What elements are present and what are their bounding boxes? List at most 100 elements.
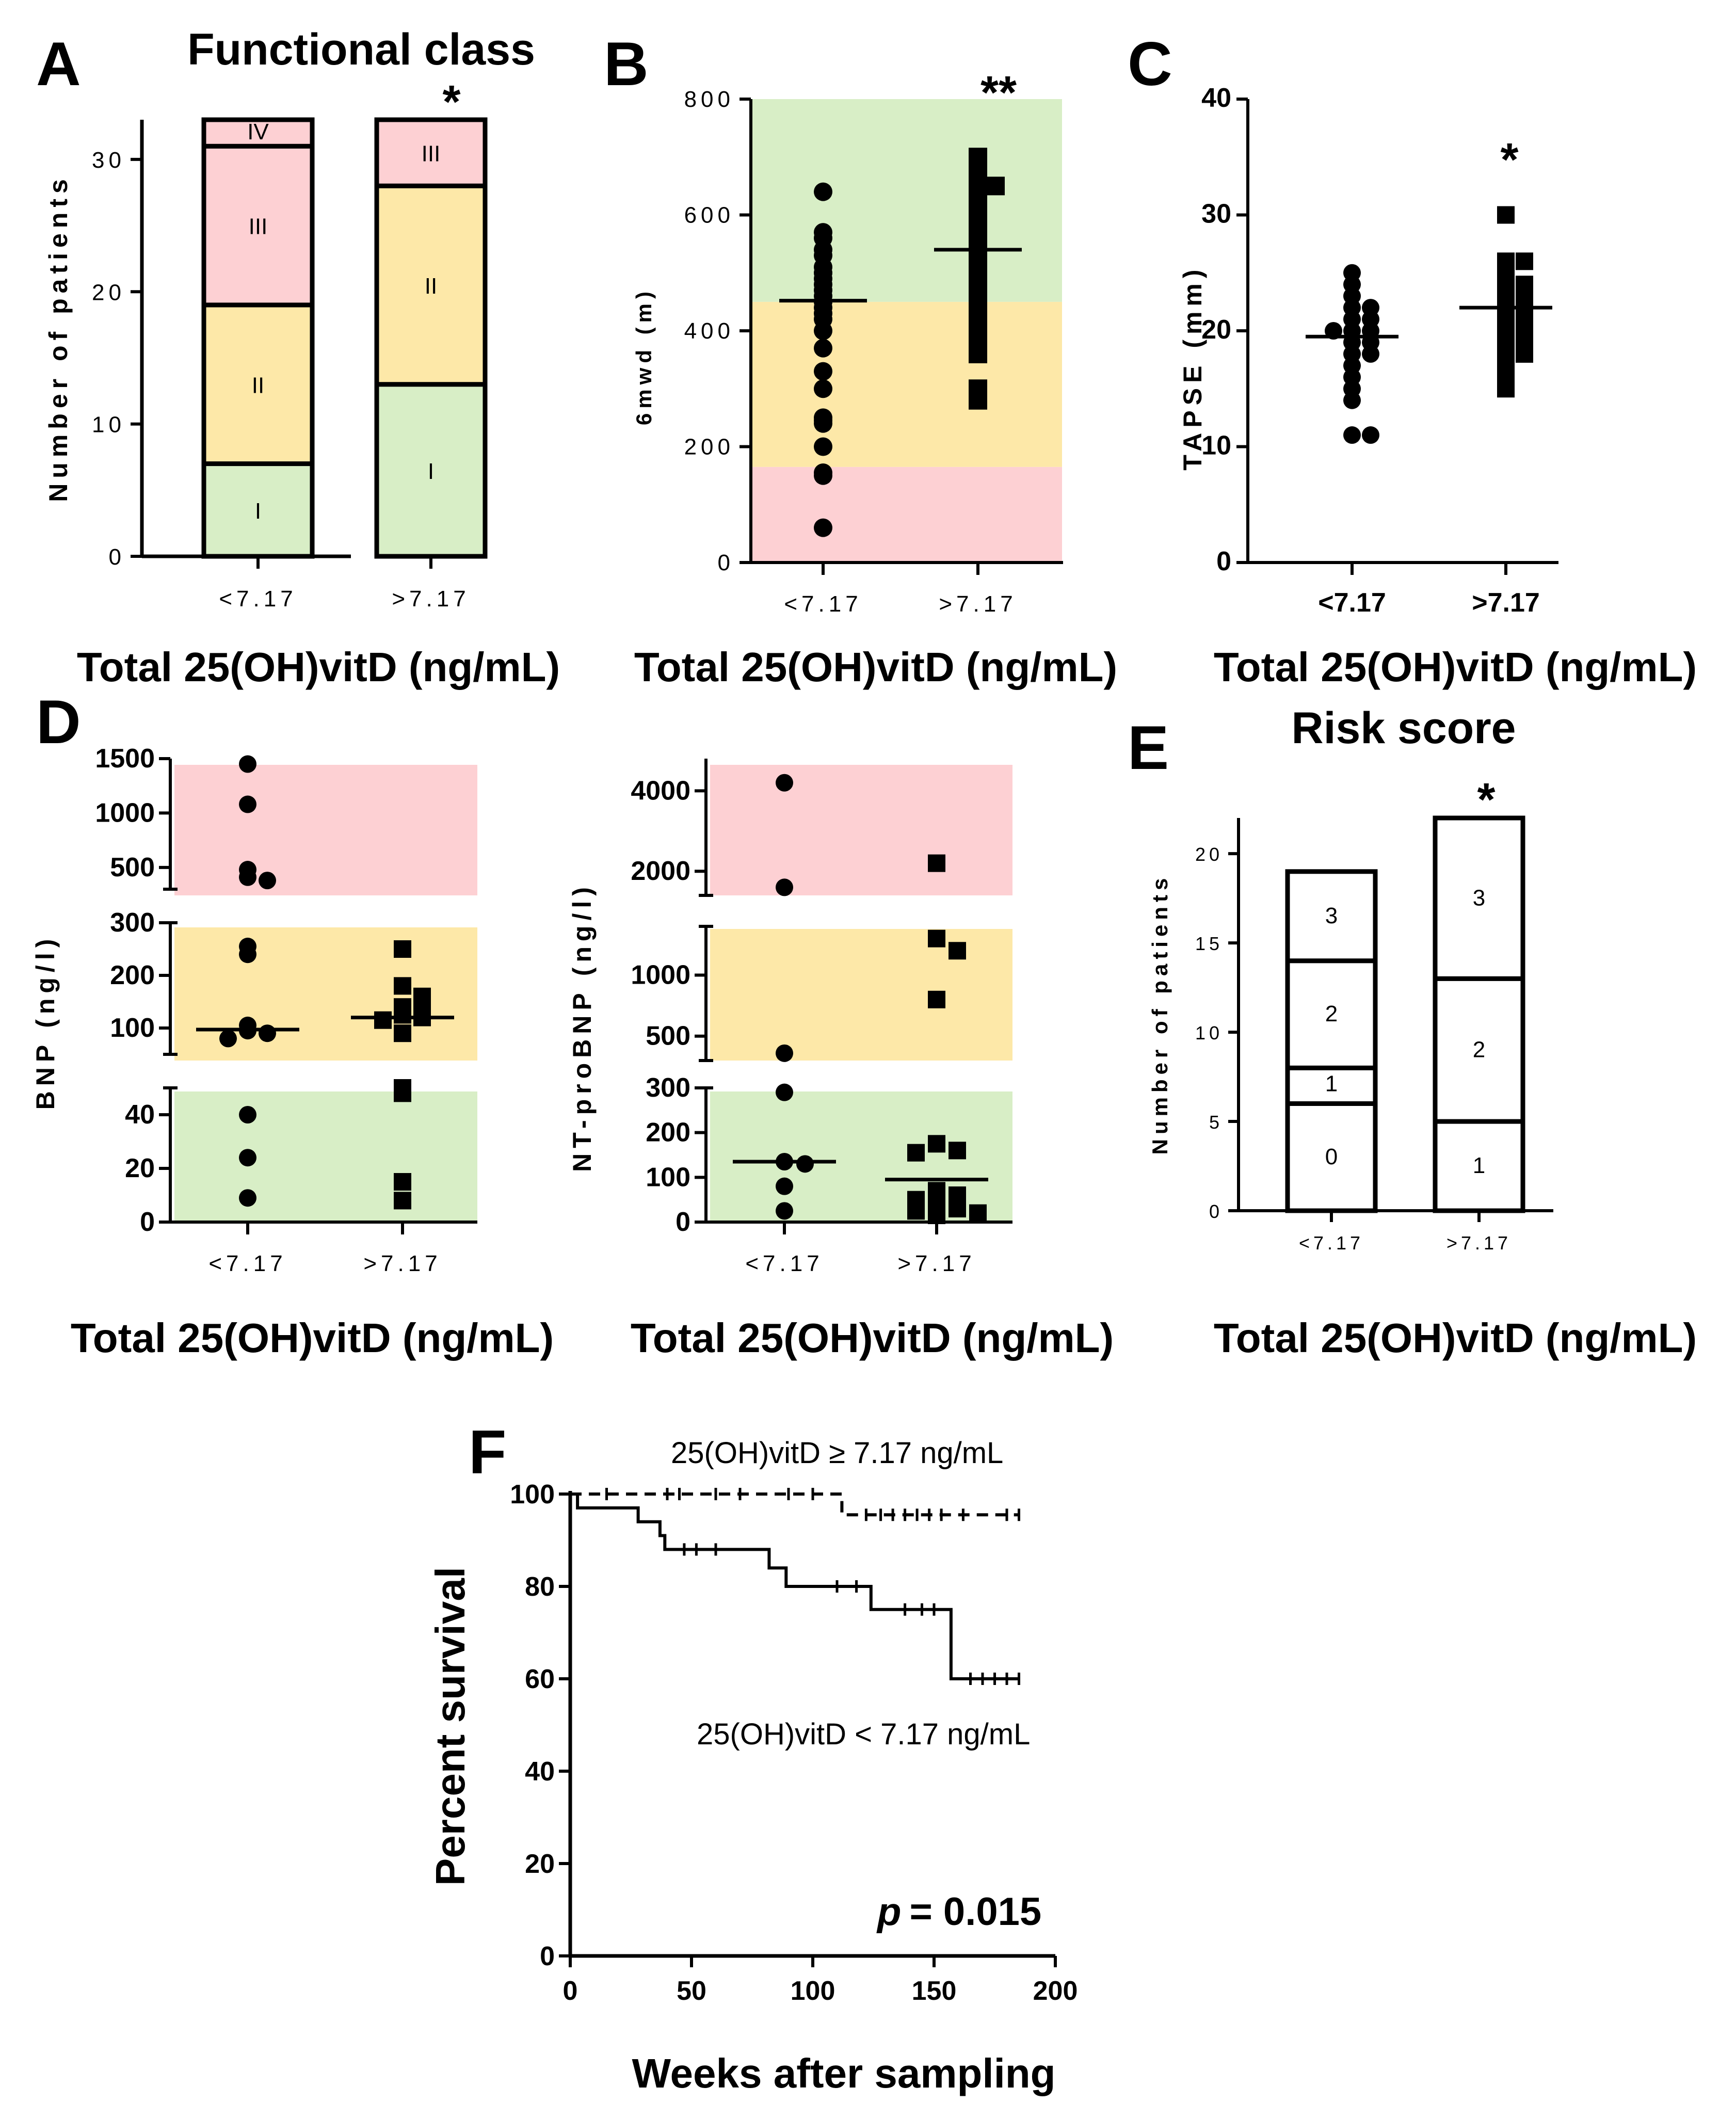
x-caption-1: Total 25(OH)vitD (ng/mL): [634, 644, 1117, 690]
panel-e-segment-label: 1: [1325, 1071, 1338, 1097]
panel-b-data-point: [814, 518, 832, 537]
panel-f-xlabel: Weeks after sampling: [632, 2050, 1055, 2096]
panel-c-data-point: [1497, 380, 1515, 398]
panel-d-ntprobnp-data-point: [928, 929, 945, 948]
x-caption-4: Total 25(OH)vitD (ng/mL): [631, 1315, 1114, 1361]
panel-c-ytick-label: 40: [1201, 83, 1231, 113]
panel-d-ntprobnp-ytick-label: 4000: [631, 776, 690, 806]
panel-d-ntprobnp-ytick-label: 200: [646, 1118, 690, 1148]
panel-b-xtick-label: <7.17: [784, 591, 862, 617]
panel-f-p-value: p = 0.015: [876, 1890, 1041, 1934]
panel-d-ntprobnp-ytick-label: 2000: [631, 856, 690, 886]
panel-e-ytick-label: 20: [1195, 844, 1223, 865]
panel-d-bnp-ytick-label: 500: [110, 853, 155, 882]
panel-d-bnp-data-point: [239, 755, 256, 773]
panel-d-bnp-data-point: [259, 1024, 276, 1042]
panel-f-xtick-label: 150: [912, 1976, 957, 2006]
panel-d-bnp-data-point: [394, 1192, 411, 1210]
panel-d-ntprobnp-data-point: [928, 854, 945, 872]
panel-d-bnp-data-point: [394, 977, 411, 995]
panel-c-significance: *: [1500, 134, 1518, 186]
panel-e-significance: *: [1477, 774, 1495, 826]
panel-d-ntprobnp-ytick-label: 0: [676, 1207, 690, 1237]
panel-d-ntprobnp-xtick-label: <7.17: [745, 1251, 823, 1276]
panel-a-ytick-label: 0: [109, 544, 125, 570]
panel-c-ytick-label: 10: [1201, 431, 1231, 461]
panel-d-ntprobnp-ytick-label: 300: [646, 1073, 690, 1103]
panel-c-data-point: [1516, 345, 1533, 363]
panel-f-xtick-label: 200: [1033, 1976, 1078, 2006]
panel-e-segment-label: 3: [1473, 885, 1485, 910]
panel-d-ntprobnp-ylabel: NT-proBNP (ng/l): [568, 882, 597, 1172]
panel-e-bar-segment: [1285, 1101, 1378, 1213]
panel-d-ntprobnp-ytick-label: 500: [646, 1021, 690, 1051]
panel-d-bnp-band-red: [174, 765, 477, 895]
panel-f-ytick-label: 60: [525, 1664, 555, 1694]
panel-d-bnp-data-point: [239, 1106, 256, 1123]
panel-d-ntprobnp-data-point: [928, 1135, 945, 1153]
panel-d-bnp-data-point: [239, 945, 256, 964]
panel-f-legend-high: 25(OH)vitD ≥ 7.17 ng/mL: [671, 1436, 1003, 1470]
panel-d-bnp-data-point: [259, 872, 276, 890]
panel-b-band-red: [751, 467, 1062, 563]
panel-c-ytick-label: 30: [1201, 199, 1231, 229]
panel-c-data-point: [1497, 206, 1515, 224]
panel-a-segment-label: II: [425, 274, 437, 299]
panel-b-ytick-label: 0: [718, 550, 734, 575]
panel-d-bnp-ylabel: BNP (ng/l): [31, 934, 60, 1110]
panel-b-ylabel: 6mwd (m): [632, 287, 656, 425]
panel-e-xtick-label: >7.17: [1446, 1232, 1512, 1254]
panel-f-ytick-label: 0: [540, 1941, 555, 1971]
panel-d-bnp-ytick-label: 100: [110, 1013, 155, 1043]
panel-d-bnp-ytick-label: 0: [140, 1207, 155, 1237]
panel-f-legend-low: 25(OH)vitD < 7.17 ng/mL: [697, 1717, 1030, 1751]
panel-label-f: F: [469, 1418, 506, 1487]
panel-d-ntprobnp-data-point: [949, 1200, 966, 1217]
panel-f-xtick-label: 50: [677, 1976, 706, 2006]
panel-d-ntprobnp-data-point: [776, 1083, 793, 1101]
panel-d-bnp-data-point: [394, 1084, 411, 1102]
panel-b-data-point: [969, 188, 987, 207]
panel-d-bnp-ytick-label: 1000: [95, 798, 155, 828]
panel-d-ntprobnp-data-point: [949, 942, 966, 960]
panel-b-data-point: [814, 414, 832, 433]
panel-a-bar-segment: [374, 382, 488, 559]
panel-f-ytick-label: 40: [525, 1757, 555, 1787]
panel-b-ytick-label: 600: [684, 203, 734, 228]
panel-b-ytick-label: 400: [684, 318, 734, 344]
panel-d-ntprobnp-data-point: [776, 1044, 793, 1062]
panel-e-segment-label: 2: [1325, 1001, 1338, 1026]
panel-e-bar-segment: [1433, 815, 1525, 981]
panel-d-bnp-data-point: [219, 1030, 237, 1048]
panel-f-xtick-label: 0: [563, 1976, 578, 2006]
panel-a-xtick-label: >7.17: [392, 586, 470, 612]
panel-c-data-point: [1343, 426, 1361, 444]
panel-a-segment-label: IV: [247, 119, 269, 145]
panel-e-ytick-label: 15: [1195, 933, 1223, 954]
panel-d-ntprobnp-xtick-label: >7.17: [897, 1251, 975, 1276]
panel-label-c: C: [1128, 29, 1172, 99]
panel-b-data-point: [814, 322, 832, 340]
x-caption-0: Total 25(OH)vitD (ng/mL): [77, 644, 560, 690]
panel-d-ntprobnp-band-green: [710, 1091, 1012, 1222]
panel-d-bnp-data-point: [239, 1149, 256, 1167]
panel-label-d: D: [36, 687, 81, 757]
panel-e-ytick-label: 0: [1209, 1201, 1223, 1222]
panel-d-ntprobnp-data-point: [949, 1142, 966, 1160]
panel-e-bar-segment: [1285, 869, 1378, 964]
panel-e-segment-label: 0: [1325, 1144, 1338, 1169]
panel-a-segment-label: III: [249, 214, 268, 239]
panel-a-segment-label: II: [252, 373, 264, 398]
panel-b-data-point: [814, 466, 832, 485]
panel-d-bnp-xtick-label: >7.17: [363, 1251, 441, 1276]
panel-d-ntprobnp-band-red: [710, 765, 1012, 895]
panel-a-ylabel: Number of patients: [44, 174, 73, 502]
panel-d-bnp-ytick-label: 1500: [95, 744, 155, 774]
panel-e-segment-label: 2: [1473, 1037, 1485, 1062]
panel-a-segment-label: I: [428, 459, 434, 484]
panel-d-ntprobnp-data-point: [928, 1207, 945, 1224]
panel-b-data-point: [814, 362, 832, 381]
panel-b-data-point: [814, 182, 832, 201]
panel-e-segment-label: 3: [1325, 903, 1338, 928]
